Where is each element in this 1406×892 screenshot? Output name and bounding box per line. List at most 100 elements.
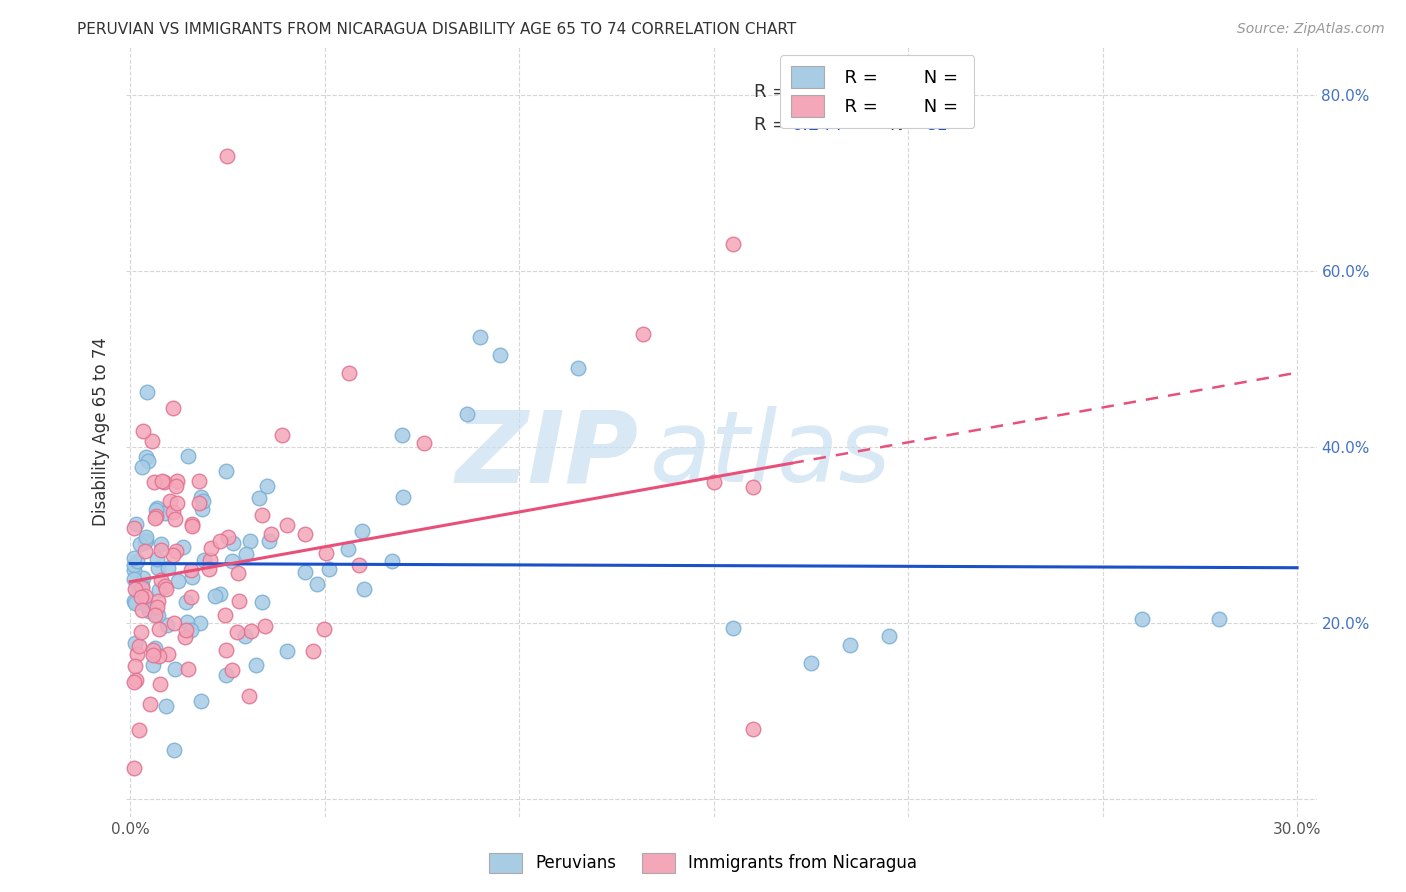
- Point: [143, 511, 166, 525]
- Text: Source: ZipAtlas.com: Source: ZipAtlas.com: [1237, 22, 1385, 37]
- Point: [134, 535, 156, 549]
- Point: [157, 647, 180, 661]
- Point: [208, 587, 231, 601]
- Point: [148, 561, 170, 575]
- Point: [163, 511, 186, 525]
- Point: [215, 642, 238, 657]
- Point: [143, 640, 166, 655]
- Point: [193, 553, 215, 567]
- Point: [204, 589, 226, 603]
- Point: [721, 621, 744, 635]
- Point: [208, 533, 231, 548]
- Point: [131, 590, 153, 604]
- Point: [122, 593, 145, 607]
- Point: [155, 582, 177, 596]
- Point: [156, 617, 179, 632]
- Point: [217, 530, 239, 544]
- Point: [146, 552, 169, 566]
- Point: [165, 479, 187, 493]
- Point: [162, 401, 184, 416]
- Point: [198, 561, 221, 575]
- Point: [270, 427, 292, 442]
- Point: [166, 475, 188, 489]
- Point: [190, 694, 212, 708]
- Point: [136, 454, 159, 468]
- Point: [131, 459, 153, 474]
- Point: [177, 449, 200, 463]
- Point: [131, 582, 153, 596]
- Point: [200, 541, 222, 556]
- Point: [188, 475, 211, 489]
- Point: [302, 644, 325, 658]
- Point: [838, 638, 860, 652]
- Point: [470, 330, 492, 344]
- Point: [305, 576, 328, 591]
- Point: [131, 603, 153, 617]
- Point: [145, 502, 167, 516]
- Point: [124, 673, 146, 688]
- Point: [135, 530, 157, 544]
- Point: [233, 629, 256, 643]
- Point: [163, 743, 186, 757]
- Point: [631, 327, 654, 342]
- Point: [128, 723, 150, 738]
- Point: [153, 506, 176, 520]
- Text: N =: N =: [890, 84, 931, 102]
- Point: [146, 594, 169, 608]
- Point: [180, 517, 202, 532]
- Point: [138, 697, 160, 711]
- Point: [721, 237, 744, 252]
- Point: [163, 616, 186, 631]
- Point: [159, 494, 181, 508]
- Point: [176, 595, 198, 609]
- Point: [353, 582, 375, 597]
- Point: [124, 636, 146, 650]
- Point: [188, 615, 211, 630]
- Point: [221, 663, 243, 677]
- Point: [228, 566, 250, 580]
- Point: [180, 519, 202, 533]
- Point: [800, 656, 823, 670]
- Point: [148, 622, 170, 636]
- Point: [172, 541, 194, 555]
- Point: [138, 604, 160, 618]
- Point: [741, 480, 763, 494]
- Point: [124, 582, 146, 596]
- Point: [215, 464, 238, 478]
- Point: [135, 450, 157, 464]
- Point: [148, 607, 170, 622]
- Point: [142, 648, 165, 662]
- Legend: Peruvians, Immigrants from Nicaragua: Peruvians, Immigrants from Nicaragua: [482, 847, 924, 880]
- Point: [128, 640, 150, 654]
- Point: [226, 625, 249, 640]
- Text: -0.010: -0.010: [789, 84, 845, 102]
- Point: [124, 596, 146, 610]
- Point: [129, 625, 152, 640]
- Text: N =: N =: [890, 116, 931, 134]
- Legend:   R =        N = ,   R =        N = : R = N = , R = N =: [780, 55, 974, 128]
- Text: ZIP: ZIP: [456, 406, 638, 503]
- Point: [250, 595, 273, 609]
- Point: [165, 543, 187, 558]
- Text: 76: 76: [927, 84, 949, 102]
- Point: [142, 658, 165, 673]
- Point: [391, 427, 413, 442]
- Point: [146, 500, 169, 515]
- Point: [250, 508, 273, 522]
- Point: [312, 622, 335, 636]
- Point: [155, 698, 177, 713]
- Point: [136, 599, 159, 613]
- Point: [132, 592, 155, 607]
- Point: [141, 434, 163, 448]
- Point: [276, 518, 298, 533]
- Point: [166, 574, 188, 589]
- Point: [134, 589, 156, 603]
- Point: [127, 648, 149, 662]
- Point: [176, 615, 198, 630]
- Point: [127, 554, 149, 568]
- Point: [238, 689, 260, 703]
- Point: [1208, 612, 1230, 626]
- Point: [148, 649, 170, 664]
- Text: atlas: atlas: [650, 406, 891, 503]
- Point: [124, 659, 146, 673]
